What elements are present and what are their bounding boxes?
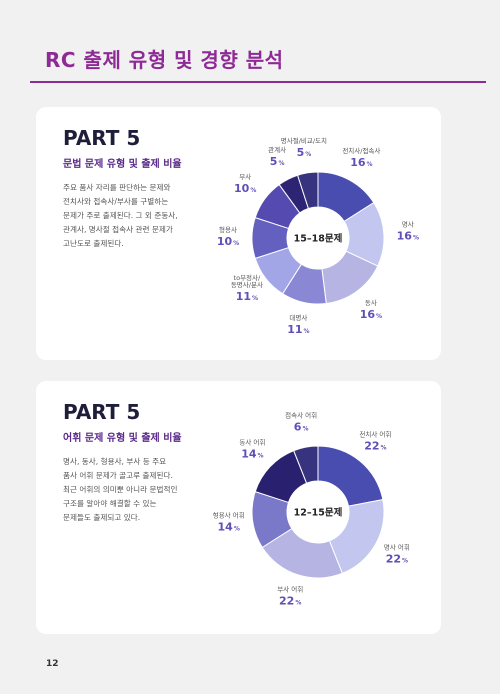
slice-name: 형용사 [219, 225, 237, 234]
body-line: 주요 품사 자리를 판단하는 문제와 [63, 183, 171, 192]
section-subtitle: 문법 문제 유형 및 출제 비율 [63, 159, 182, 170]
donut-slice [293, 445, 319, 484]
slice-value: 11% [236, 290, 258, 303]
title-divider [30, 81, 486, 83]
donut-center-label: 15–18문제 [294, 233, 343, 245]
slice-value: 22% [364, 440, 386, 453]
body-line: 전치사와 접속사/부사를 구별하는 [63, 197, 169, 206]
slice-name: 명사 [402, 219, 414, 228]
slice-name: 대명사 [289, 313, 307, 322]
slice-value: 14% [218, 520, 240, 533]
slice-name: 동사 어휘 [239, 437, 265, 446]
slice-value: 22% [279, 595, 301, 608]
slice-value: 22% [386, 552, 408, 565]
slice-value: 16% [350, 156, 372, 169]
slice-name: 형용사 어휘 [213, 510, 245, 519]
body-line: 구조를 알아야 해결할 수 있는 [63, 499, 157, 508]
donut-chart-grammar: 전치사/접속사16%명사16%동사16%대명사11%to부정사/동명사/분사11… [217, 136, 419, 336]
slice-name: to부정사/ [234, 273, 261, 282]
slice-name: 부사 어휘 [277, 585, 303, 594]
slice-label: 명사절/비교/도치5% [281, 136, 327, 159]
slice-value: 6% [294, 421, 309, 434]
slice-name: 부사 [239, 172, 251, 181]
section-body: 명사, 동사, 형용사, 부사 등 주요 품사 어휘 문제가 골고루 출제된다.… [63, 455, 213, 525]
slice-name: 전치사/접속사 [342, 146, 380, 155]
slice-name: 관계사 [268, 145, 286, 154]
body-line: 문제들도 출제되고 있다. [63, 513, 141, 522]
slice-name: 동명사/분사 [231, 280, 263, 289]
slice-value: 11% [287, 323, 309, 336]
section-subtitle: 어휘 문제 유형 및 출제 비율 [63, 433, 182, 444]
page-number: 12 [46, 659, 59, 669]
part-heading: PART 5 [63, 400, 141, 424]
slice-name: 접속사 어휘 [285, 411, 317, 420]
slice-name: 동사 [365, 298, 377, 307]
section-body: 주요 품사 자리를 판단하는 문제와 전치사와 접속사/부사를 구별하는 문제가… [63, 181, 213, 251]
page-title: RC 출제 유형 및 경향 분석 [45, 48, 284, 72]
slice-name: 명사절/비교/도치 [281, 136, 327, 145]
body-line: 문제가 주로 출제된다. 그 외 준동사, [63, 211, 178, 220]
slice-name: 전치사 어휘 [359, 430, 391, 439]
section-card-vocabulary: PART 5 어휘 문제 유형 및 출제 비율 명사, 동사, 형용사, 부사 … [36, 381, 441, 634]
slice-value: 16% [397, 229, 419, 242]
slice-value: 5% [270, 155, 285, 168]
slice-value: 5% [297, 146, 312, 159]
donut-slice [296, 171, 319, 210]
slice-value: 10% [234, 182, 256, 195]
slice-value: 14% [241, 447, 263, 460]
slice-name: 명사 어휘 [384, 542, 410, 551]
donut-slice [317, 445, 384, 507]
part-heading: PART 5 [63, 126, 141, 150]
slice-value: 10% [217, 235, 239, 248]
body-line: 최근 어휘의 의미뿐 아니라 문법적인 [63, 485, 178, 494]
body-line: 관계사, 명사절 접속사 관련 문제가 [63, 225, 173, 234]
donut-center-label: 12–15문제 [294, 507, 343, 519]
section-card-grammar: PART 5 문법 문제 유형 및 출제 비율 주요 품사 자리를 판단하는 문… [36, 107, 441, 360]
slice-label: 접속사 어휘6% [285, 411, 317, 434]
body-line: 명사, 동사, 형용사, 부사 등 주요 [63, 457, 167, 466]
body-line: 고난도로 출제된다. [63, 239, 124, 248]
slice-value: 16% [360, 308, 382, 321]
body-line: 품사 어휘 문제가 골고루 출제된다. [63, 471, 173, 480]
